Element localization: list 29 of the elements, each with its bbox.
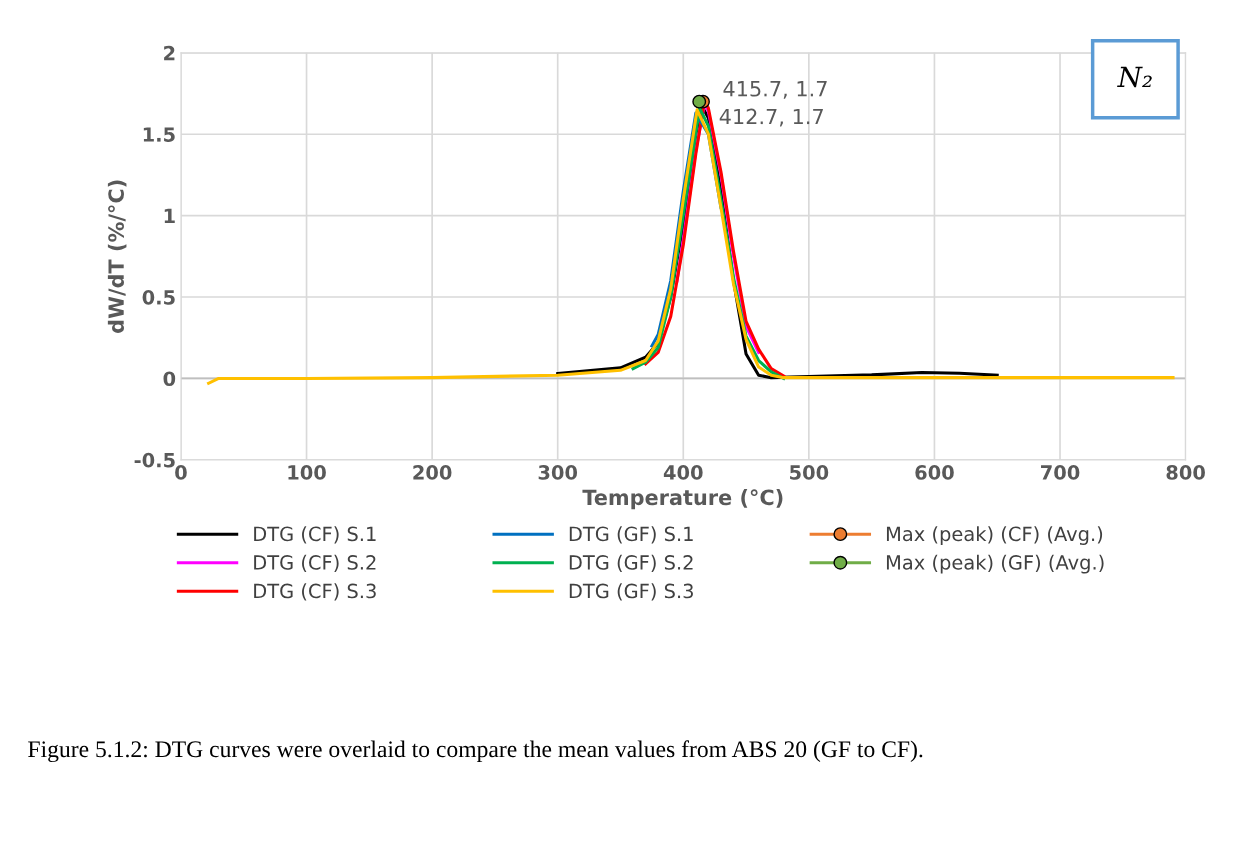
x-tick-label: 100 <box>288 465 326 480</box>
y-tick-label: 1.5 <box>143 127 175 142</box>
annotation: N₂ <box>1117 66 1152 88</box>
x-axis-title: Temperature (°C) <box>582 489 783 510</box>
x-tick-label: 600 <box>915 465 954 480</box>
x-tick-label: 0 <box>175 465 187 480</box>
legend-label: DTG (CF) S.2 <box>254 554 376 573</box>
legend-label: Max (peak) (GF) (Avg.) <box>886 554 1104 574</box>
data-label: 412.7, 1.7 <box>719 108 823 127</box>
caption: Figure 5.1.2: DTG curves were overlaid to compare the mean values from ABS 20 (GF to CF). <box>28 740 923 763</box>
y-tick-label: 0 <box>163 371 176 387</box>
y-tick-label: 0.5 <box>142 289 175 305</box>
legend-label: DTG (GF) S.2 <box>569 554 693 573</box>
x-tick-label: 700 <box>1041 465 1080 480</box>
legend-label: DTG (CF) S.3 <box>254 583 376 601</box>
y-tick-label: -0.5 <box>134 452 175 468</box>
x-tick-label: 200 <box>413 465 452 480</box>
x-tick-label: 800 <box>1166 465 1205 480</box>
x-tick-label: 400 <box>663 465 703 480</box>
y-tick-label: 2 <box>164 45 175 61</box>
y-tick-label: 1 <box>164 208 175 224</box>
legend-label: Max (peak) (CF) (Avg.) <box>886 526 1103 546</box>
x-tick-label: 500 <box>790 465 829 480</box>
legend-label: DTG (GF) S.1 <box>569 526 693 544</box>
x-tick-label: 300 <box>538 465 578 480</box>
legend-label: DTG (CF) S.1 <box>254 526 376 544</box>
legend-label: DTG (GF) S.3 <box>569 583 693 601</box>
data-label: 415.7, 1.7 <box>723 81 827 99</box>
y-axis-title: dW/dT (%/°C) <box>107 180 127 333</box>
